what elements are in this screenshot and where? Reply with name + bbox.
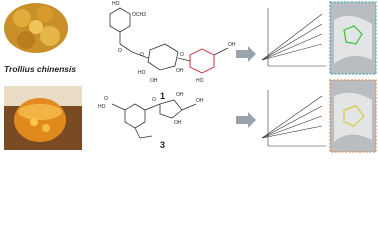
group: HO: [98, 104, 106, 110]
group: HO: [196, 78, 204, 84]
group: O: [152, 97, 156, 103]
group: OH: [150, 78, 158, 84]
group: OH: [176, 68, 184, 74]
group: OH: [174, 120, 182, 126]
structure-3: [111, 99, 197, 139]
group: O: [118, 48, 122, 54]
docking-image: [329, 1, 377, 75]
compound-label: 3: [160, 140, 165, 150]
group: OCH3: [132, 12, 146, 18]
arrow: [236, 46, 256, 62]
group: O: [140, 52, 144, 58]
arrow: [236, 112, 256, 128]
group: HO: [112, 1, 120, 7]
tea-photo: [4, 86, 82, 150]
group: OH: [196, 98, 204, 104]
flower-photo: [4, 2, 68, 54]
docking-image: [329, 79, 377, 153]
kinetics-plot: [261, 8, 326, 147]
group: OH: [228, 42, 236, 48]
graphical-abstract: Trollius chinensis OCH3 HO O O HO OH OH …: [4, 1, 377, 153]
group: HO: [138, 70, 146, 76]
group: O: [180, 52, 184, 58]
structure-1: [109, 7, 229, 74]
species-label: Trollius chinensis: [4, 64, 76, 74]
compound-label: 1: [160, 91, 165, 101]
group: OH: [176, 92, 184, 98]
group: O: [104, 96, 108, 102]
